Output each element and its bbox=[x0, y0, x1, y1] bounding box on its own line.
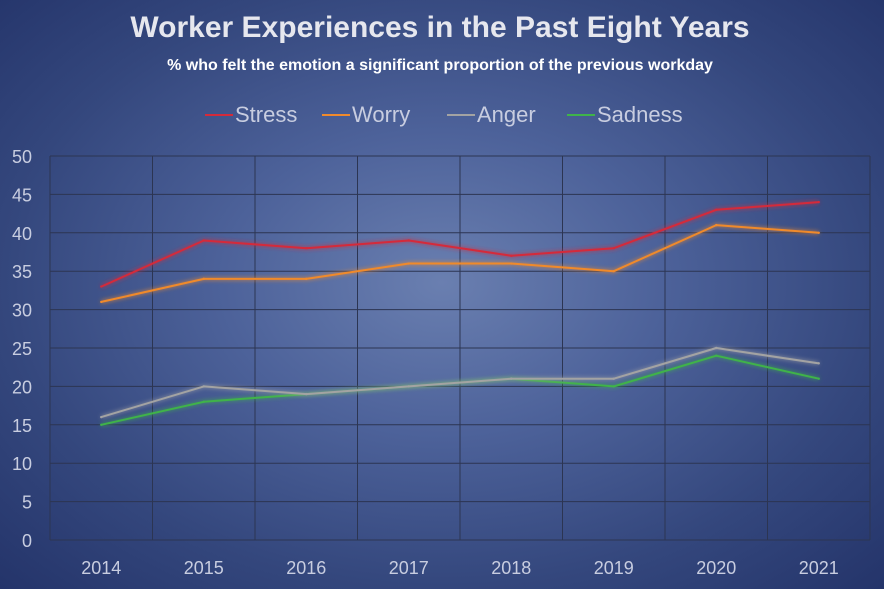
data-point-anger bbox=[715, 346, 718, 350]
data-point-worry bbox=[202, 277, 205, 281]
y-tick-label: 30 bbox=[12, 301, 32, 321]
data-point-stress bbox=[715, 208, 718, 211]
y-tick-label: 25 bbox=[12, 339, 32, 359]
x-tick-label: 2016 bbox=[286, 558, 326, 578]
series-line-anger bbox=[101, 347, 819, 419]
y-tick-label: 15 bbox=[12, 416, 32, 436]
legend-label: Sadness bbox=[597, 102, 683, 127]
data-point-anger bbox=[612, 377, 615, 380]
data-point-sadness bbox=[202, 400, 205, 403]
x-tick-label: 2020 bbox=[696, 558, 736, 578]
data-point-stress bbox=[510, 254, 513, 258]
data-point-stress bbox=[305, 246, 308, 250]
chart-subtitle: % who felt the emotion a significant pro… bbox=[167, 57, 713, 74]
data-point-stress bbox=[407, 239, 410, 242]
data-point-worry bbox=[100, 300, 103, 304]
x-tick-label: 2021 bbox=[799, 558, 839, 578]
data-point-worry bbox=[612, 270, 615, 273]
grid bbox=[49, 155, 871, 541]
y-tick-label: 20 bbox=[12, 377, 32, 397]
data-point-stress bbox=[817, 200, 820, 204]
y-tick-label: 40 bbox=[12, 224, 32, 244]
legend: Stress Worry Anger Sadness bbox=[205, 102, 683, 127]
data-point-sadness bbox=[612, 385, 615, 388]
axes: 0 5 10 15 20 25 30 35 40 45 50 2014 2015 2016 2017 2018… bbox=[12, 147, 839, 578]
data-point-worry bbox=[305, 277, 308, 281]
series-line-stress bbox=[100, 201, 819, 288]
y-tick-label: 35 bbox=[12, 262, 32, 282]
y-tick-label: 45 bbox=[12, 185, 32, 205]
data-point-sadness bbox=[100, 423, 103, 426]
y-tick-label: 0 bbox=[22, 531, 32, 551]
x-tick-label: 2017 bbox=[389, 558, 429, 578]
data-point-stress bbox=[612, 246, 615, 250]
data-point-worry bbox=[510, 262, 513, 265]
x-tick-label: 2014 bbox=[81, 558, 121, 578]
x-tick-label: 2019 bbox=[594, 558, 634, 578]
x-tick-label: 2018 bbox=[491, 558, 531, 578]
chart-title: Worker Experiences in the Past Eight Yea… bbox=[130, 11, 749, 44]
series-lines bbox=[100, 200, 820, 426]
legend-label: Anger bbox=[477, 102, 536, 127]
data-point-anger bbox=[305, 392, 308, 396]
data-point-sadness bbox=[817, 377, 820, 380]
data-point-stress bbox=[100, 285, 103, 288]
y-tick-label: 50 bbox=[12, 147, 32, 167]
data-point-worry bbox=[407, 262, 410, 265]
data-point-worry bbox=[715, 223, 718, 227]
data-point-worry bbox=[817, 231, 820, 234]
x-tick-label: 2015 bbox=[184, 558, 224, 578]
data-point-anger bbox=[407, 385, 410, 388]
data-point-anger bbox=[202, 385, 205, 388]
data-point-sadness bbox=[715, 354, 718, 357]
data-point-anger bbox=[817, 362, 820, 365]
y-tick-label: 5 bbox=[22, 493, 32, 513]
data-point-anger bbox=[510, 377, 513, 380]
legend-label: Worry bbox=[352, 102, 410, 127]
data-point-anger bbox=[100, 415, 103, 419]
data-point-stress bbox=[202, 239, 205, 242]
legend-label: Stress bbox=[235, 102, 297, 127]
y-tick-label: 10 bbox=[12, 454, 32, 474]
series-line-worry bbox=[101, 224, 819, 303]
